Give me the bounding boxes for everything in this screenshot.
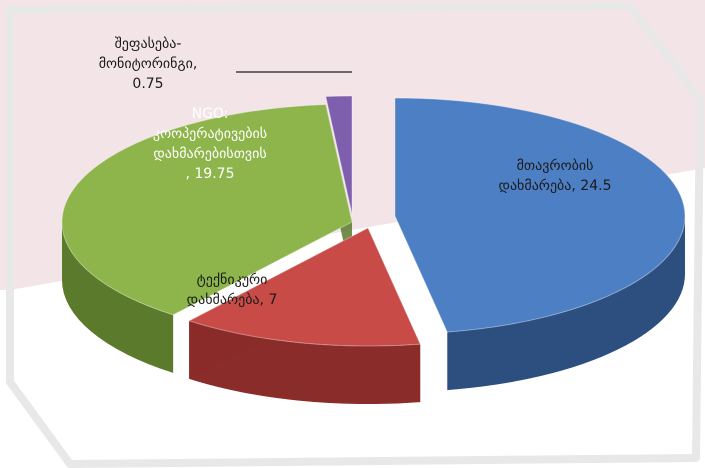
slice-technical-aid (187, 227, 422, 347)
slice-ngo-cooperatives (61, 103, 353, 316)
data-label-ngo-cooperatives: NGO: კოოპერატივების დახმარებისთვის, 19.75 (153, 106, 267, 182)
frame-highlight (6, 2, 704, 468)
pie-slices (61, 95, 686, 404)
slice-side-ngo-cooperatives (62, 222, 174, 373)
slice-government-aid (394, 97, 686, 333)
slice-side-government-aid (447, 216, 685, 391)
data-label-evaluation-monitoring: შეფასება-მონიტორინგი, 0.75 (99, 36, 198, 92)
slice-evaluation-monitoring (325, 95, 353, 215)
data-label-technical-aid: ტექნიკური დახმარება, 7 (187, 271, 278, 308)
data-labels: მთავრობის დახმარება, 24.5 ტექნიკური დახმარე… (99, 36, 612, 308)
data-label-government-aid: მთავრობის დახმარება, 24.5 (499, 157, 612, 194)
